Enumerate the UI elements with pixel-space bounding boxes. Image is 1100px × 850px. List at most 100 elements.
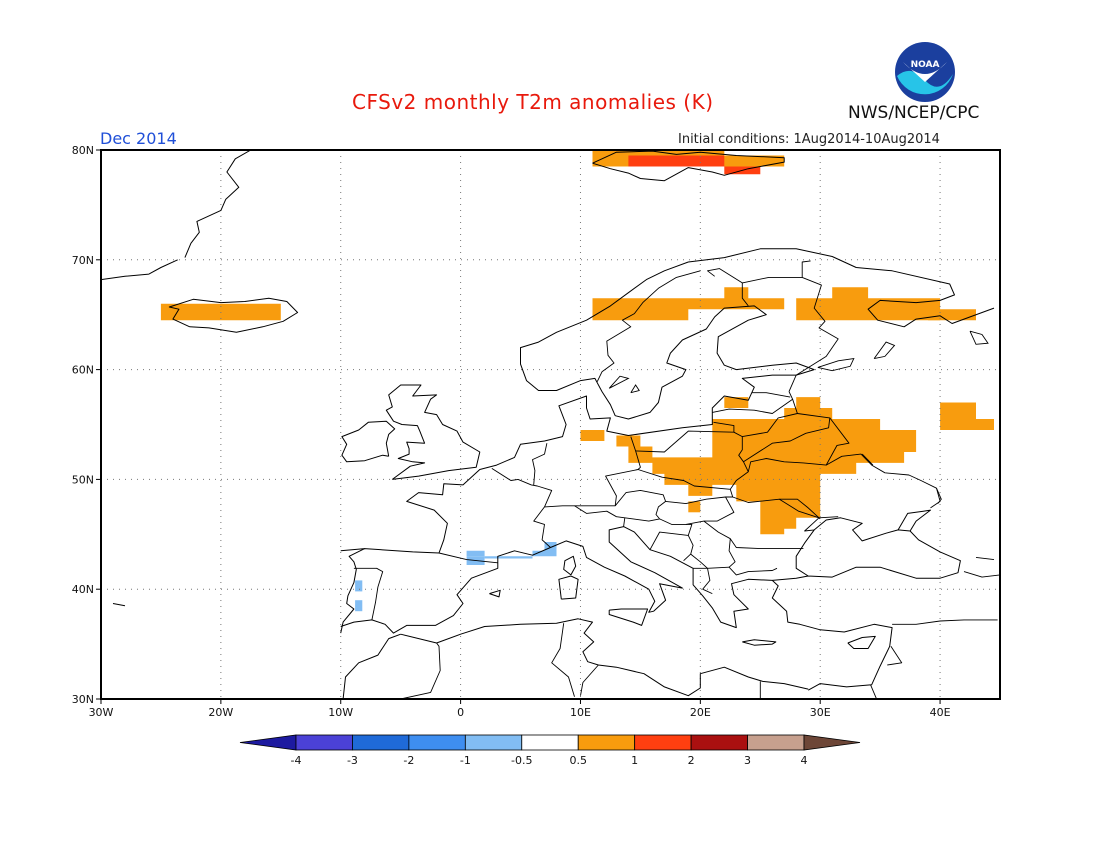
map-frame [100,149,1001,700]
country-border [614,489,667,522]
legend-swatch [690,734,748,751]
coastline [847,635,876,649]
legend-swatch [521,734,579,751]
lon-tick-label: 10E [570,706,591,719]
lon-tick-label: 0 [457,706,464,719]
coastline [340,248,995,554]
legend-label: -4 [291,754,302,767]
legend-swatch [747,734,805,751]
lat-tick-label: 40N [72,583,94,596]
coastline [340,526,893,691]
country-border [747,453,941,509]
country-border [637,469,734,505]
valid-month-label: Dec 2014 [100,129,177,148]
lake-outline [969,330,989,345]
legend-arrow-high [803,734,861,751]
lake-outline [817,358,855,372]
lake-outline [630,384,640,394]
country-border [635,430,749,490]
lake-outline [608,375,630,389]
country-border [533,505,626,548]
coastline [592,150,785,182]
country-border [491,468,553,508]
coastline [608,608,649,626]
anomaly-region [724,397,749,408]
coastline [341,420,396,463]
anomaly-region [616,397,917,535]
anomaly-shading [160,150,994,612]
lat-tick-label: 60N [72,364,94,377]
lat-tick-label: 70N [72,254,94,267]
lake-outline [873,341,896,360]
legend-label: -1 [460,754,471,767]
country-border [707,268,803,284]
country-border [596,270,701,382]
lat-tick-label: 50N [72,473,94,486]
country-border [649,531,694,562]
legend-swatch [352,734,410,751]
country-border [690,553,708,569]
anomaly-region [796,287,941,321]
country-border [574,436,641,507]
country-border [892,619,998,625]
country-border [713,421,735,433]
country-border [551,623,575,697]
noaa-logo-icon: NOAA [895,42,955,102]
legend-arrow-low [239,734,297,751]
country-border [975,556,995,561]
legend-label: -0.5 [511,754,532,767]
legend-swatch [634,734,692,751]
lat-tick-label: 30N [72,693,94,706]
anomaly-region [160,303,281,321]
country-border [795,260,839,376]
country-border [712,398,793,414]
country-border [936,488,942,504]
lon-tick-label: 20W [208,706,233,719]
legend-swatch [408,734,466,751]
country-border [703,520,804,550]
country-border [963,571,1000,578]
axis-ticks: 30W 20W 10W 0 10E 20E 30E 40E 80N 70N 60N 50N 40N 30N [72,144,951,719]
coastline [742,639,777,646]
coastline [112,603,126,607]
coastline [101,259,178,281]
coastline [342,633,401,699]
country-border [353,567,384,620]
anomaly-region [355,580,363,592]
legend-swatch [464,734,523,751]
legend-label: 3 [744,754,751,767]
coastline [340,548,365,634]
anomaly-region [688,501,701,513]
coastline [385,384,481,480]
country-border [779,498,821,520]
anomaly-region [580,430,605,441]
legend-swatch [295,734,353,751]
initial-conditions-label: Initial conditions: 1Aug2014-10Aug2014 [678,132,940,147]
country-border [861,453,874,466]
lon-tick-label: 20E [690,706,711,719]
anomaly-region [940,402,994,430]
legend-label: 1 [631,754,638,767]
legend-label: 4 [801,754,808,767]
coastline [184,150,252,258]
coastlines [101,150,1000,699]
country-border [580,664,599,696]
country-border [870,684,878,699]
country-border [343,642,441,699]
country-border [732,496,820,532]
lat-tick-label: 80N [72,144,94,157]
country-border [702,566,730,595]
country-border [685,523,693,536]
logo-text: NOAA [911,60,940,70]
country-border [742,391,798,438]
legend-label: -3 [347,754,358,767]
country-border [818,516,839,519]
legend-label: -2 [403,754,414,767]
country-border [728,538,778,576]
legend-label: 0.5 [569,754,587,767]
lon-tick-label: 30W [89,706,114,719]
chart-title: CFSv2 monthly T2m anomalies (K) [352,90,714,114]
country-border [741,282,749,307]
coastline [563,555,577,576]
